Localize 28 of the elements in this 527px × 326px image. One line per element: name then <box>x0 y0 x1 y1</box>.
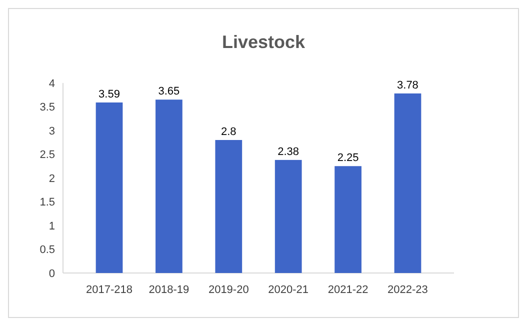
y-tick-label: 0 <box>48 268 55 280</box>
data-label: 2.38 <box>278 146 300 158</box>
bar <box>274 160 302 273</box>
x-tick-label: 2020-21 <box>268 284 309 296</box>
bar <box>215 140 242 273</box>
y-tick-label: 1.5 <box>40 196 55 209</box>
y-tick-label: 2 <box>48 172 55 185</box>
x-tick-label: 2018-19 <box>148 284 190 296</box>
y-tick-label: 3 <box>48 125 55 138</box>
x-tick-label: 2022-23 <box>388 284 428 296</box>
data-label: 3.78 <box>397 79 418 92</box>
data-label: 2.8 <box>221 126 236 138</box>
bar <box>156 100 182 273</box>
y-tick-label: 0.5 <box>40 244 55 256</box>
bar <box>334 166 362 273</box>
data-label: 3.65 <box>158 86 180 98</box>
chart-title: Livestock <box>222 32 306 52</box>
data-label: 3.59 <box>98 88 120 100</box>
bar <box>394 93 422 273</box>
y-tick-label: 2.5 <box>40 149 55 162</box>
data-label: 2.25 <box>337 152 359 164</box>
x-tick-label: 2019-20 <box>208 284 249 296</box>
y-tick-label: 3.5 <box>40 102 55 114</box>
x-tick-label: 2021-22 <box>328 284 368 296</box>
y-tick-label: 4 <box>48 78 55 90</box>
y-tick-label: 1 <box>48 220 55 232</box>
bar <box>96 102 123 273</box>
x-tick-label: 2017-218 <box>86 284 133 296</box>
